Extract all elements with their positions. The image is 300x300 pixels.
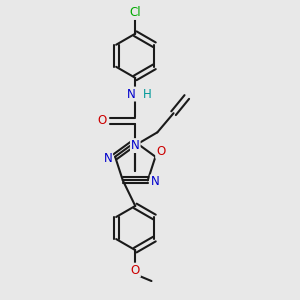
Text: Cl: Cl (130, 6, 141, 19)
Text: N: N (151, 176, 160, 188)
Text: N: N (103, 152, 112, 165)
Text: O: O (131, 264, 140, 277)
Text: O: O (156, 145, 165, 158)
Text: O: O (98, 114, 106, 127)
Text: N: N (128, 88, 136, 100)
Text: H: H (143, 88, 152, 100)
Text: N: N (131, 139, 140, 152)
